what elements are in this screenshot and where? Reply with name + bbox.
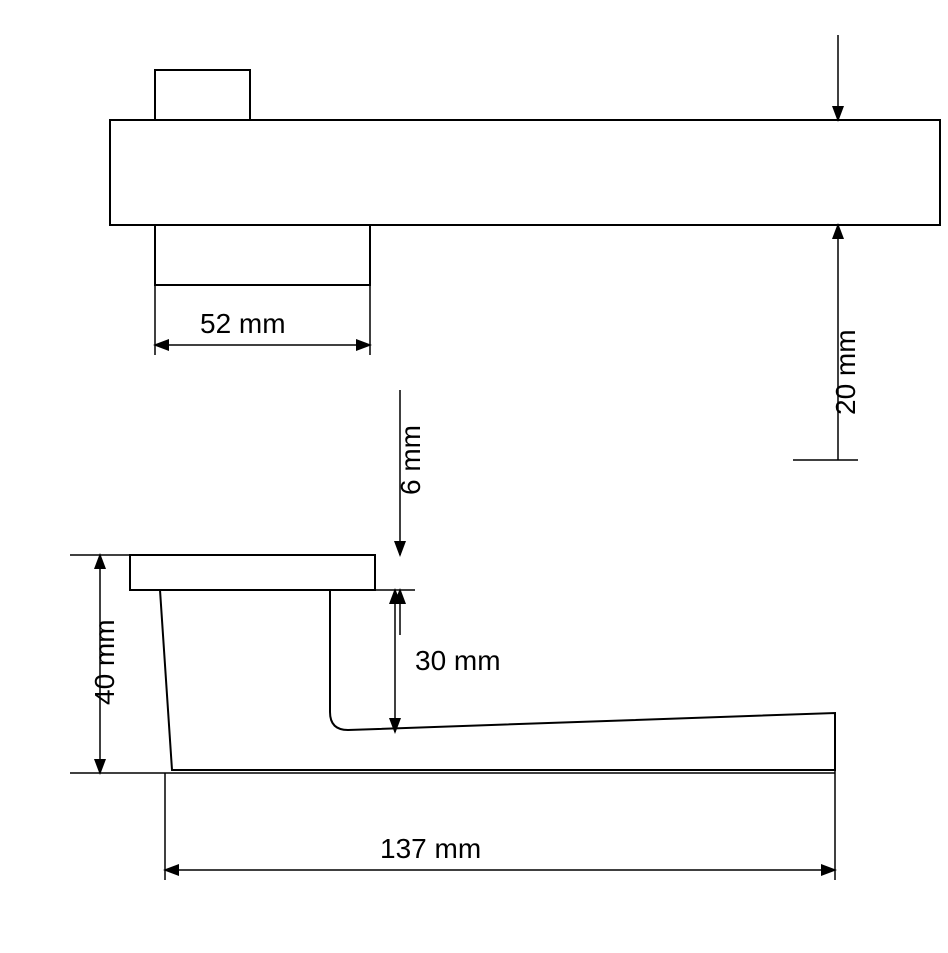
dim-52mm: 52 mm [155,285,370,355]
dim-label: 6 mm [395,425,426,495]
dim-20mm: 20 mm [780,35,940,460]
dim-label: 52 mm [200,308,286,339]
dim-137mm: 137 mm [165,770,835,880]
top-view [110,70,940,285]
dim-label: 40 mm [89,619,120,705]
dim-30mm: 30 mm [395,590,501,732]
technical-drawing: 52 mm 20 mm 6 mm 30 mm 40 mm 137 mm [0,0,948,953]
dim-label: 20 mm [830,329,861,415]
dim-label: 30 mm [415,645,501,676]
dim-6mm: 6 mm [375,390,426,635]
dim-label: 137 mm [380,833,481,864]
